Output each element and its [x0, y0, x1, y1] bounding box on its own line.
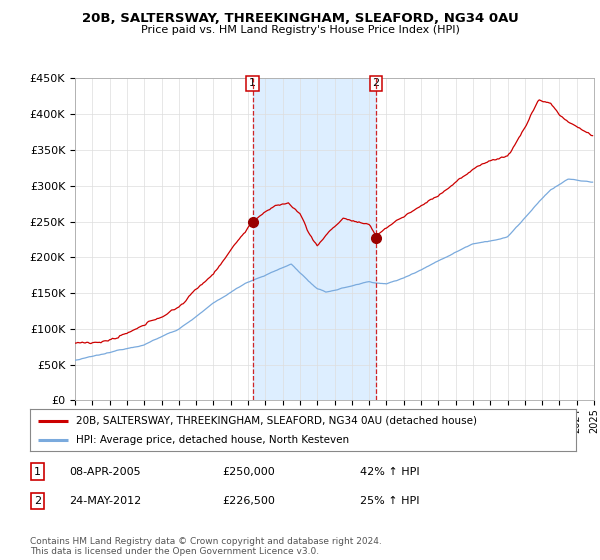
Text: 24-MAY-2012: 24-MAY-2012 — [69, 496, 141, 506]
Text: 25% ↑ HPI: 25% ↑ HPI — [360, 496, 419, 506]
Text: 20B, SALTERSWAY, THREEKINGHAM, SLEAFORD, NG34 0AU (detached house): 20B, SALTERSWAY, THREEKINGHAM, SLEAFORD,… — [76, 416, 478, 426]
Text: £226,500: £226,500 — [222, 496, 275, 506]
Bar — [253, 78, 376, 400]
Text: HPI: Average price, detached house, North Kesteven: HPI: Average price, detached house, Nort… — [76, 435, 350, 445]
Text: 1: 1 — [34, 466, 41, 477]
Text: 2: 2 — [372, 78, 379, 88]
Text: Contains HM Land Registry data © Crown copyright and database right 2024.
This d: Contains HM Land Registry data © Crown c… — [30, 536, 382, 556]
Text: 2: 2 — [34, 496, 41, 506]
Text: £250,000: £250,000 — [222, 466, 275, 477]
Text: 42% ↑ HPI: 42% ↑ HPI — [360, 466, 419, 477]
Text: 1: 1 — [249, 78, 256, 88]
Text: 08-APR-2005: 08-APR-2005 — [69, 466, 140, 477]
Text: Price paid vs. HM Land Registry's House Price Index (HPI): Price paid vs. HM Land Registry's House … — [140, 25, 460, 35]
Text: 20B, SALTERSWAY, THREEKINGHAM, SLEAFORD, NG34 0AU: 20B, SALTERSWAY, THREEKINGHAM, SLEAFORD,… — [82, 12, 518, 25]
